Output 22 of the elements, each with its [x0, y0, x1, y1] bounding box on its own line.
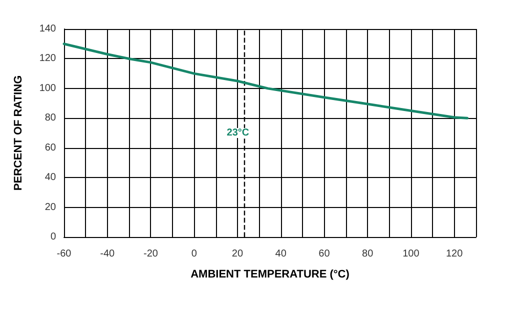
x-axis-title: AMBIENT TEMPERATURE (°C)	[190, 268, 350, 280]
y-tick-label: 140	[39, 24, 56, 34]
ref-line-label: 23°C	[226, 128, 250, 138]
y-tick-label: 40	[44, 172, 56, 184]
x-tick-label: 100	[402, 248, 420, 260]
x-tick-label: 60	[318, 248, 330, 260]
y-tick-label: 20	[44, 202, 56, 213]
y-axis-title: PERCENT OF RATING	[12, 75, 24, 191]
y-tick-label: 100	[39, 82, 56, 94]
y-tick-label: 80	[44, 112, 56, 124]
y-tick-label: 60	[44, 142, 56, 154]
x-tick-label: 120	[446, 248, 464, 260]
x-tick-label: 20	[232, 248, 244, 260]
x-tick-label: -40	[100, 248, 116, 260]
line-series	[62, 42, 469, 120]
x-tick-label: 80	[362, 248, 374, 260]
x-tick-label: -60	[56, 248, 72, 260]
x-tick-label: 0	[191, 248, 198, 260]
y-tick-label: 120	[39, 53, 56, 64]
x-tick-label: 40	[275, 248, 287, 260]
x-tick-label: -20	[144, 248, 158, 260]
y-tick-label: 0	[50, 232, 56, 242]
